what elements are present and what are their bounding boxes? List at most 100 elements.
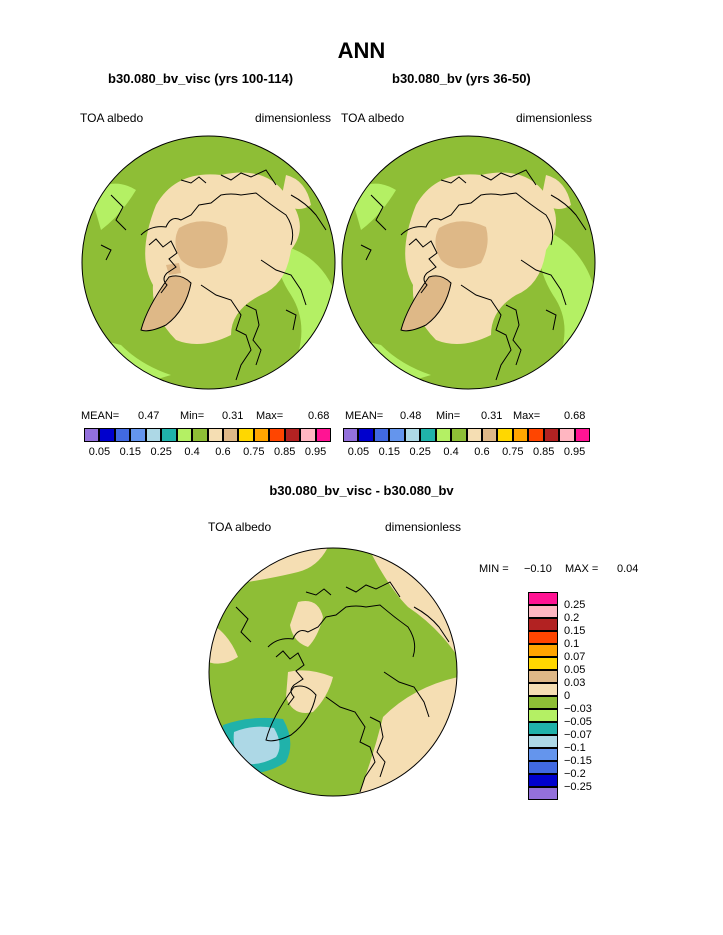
colorbar-tick-label: 0.1 [564,638,580,650]
panel2-max-label: Max= [513,410,541,422]
colorbar-swatch [528,592,558,605]
panel2-title: b30.080_bv (yrs 36-50) [392,71,531,86]
colorbar-swatch [559,428,575,442]
colorbar-swatch [528,670,558,683]
colorbar-swatch [420,428,436,442]
colorbar-swatch [435,428,452,442]
panel2-min-label: Min= [436,410,461,422]
colorbar-swatch [512,428,529,442]
colorbar-swatch [253,428,270,442]
panel3-max-value: 0.04 [617,563,639,575]
colorbar-swatch [99,428,115,442]
colorbar-tick-label: 0.95 [304,446,327,458]
panel1-min-value: 0.31 [222,410,244,422]
colorbar-swatch [192,428,208,442]
panel1-mean-value: 0.47 [138,410,160,422]
colorbar-swatch [207,428,223,442]
panel1-right-label: dimensionless [255,111,332,125]
panel1-min-label: Min= [180,410,205,422]
colorbar-swatch [528,787,558,800]
colorbar-swatch [300,428,316,442]
colorbar-tick-label: 0.07 [564,651,586,663]
panel1-max-label: Max= [256,410,284,422]
panel2-mean-value: 0.48 [400,410,422,422]
colorbar-tick-label: 0.95 [563,446,586,458]
panel1-max-value: 0.68 [308,410,330,422]
colorbar-swatch [130,428,146,442]
colorbar-tick-label: 0.75 [243,446,265,458]
colorbar-tick-label: 0.2 [564,612,580,624]
colorbar-swatch [528,618,558,631]
colorbar-swatch [358,428,374,442]
colorbar-swatch [528,735,558,748]
page-title: ANN [337,38,386,63]
panel3-right-label: dimensionless [385,520,462,534]
colorbar-swatch [315,428,331,442]
colorbar-swatch [528,631,558,644]
colorbar-swatch [373,428,390,442]
colorbar-tick-label: 0 [564,690,571,702]
colorbar-tick-label: 0.15 [564,625,586,637]
panel1-title: b30.080_bv_visc (yrs 100-114) [108,71,294,86]
colorbar-swatch [497,428,513,442]
colorbar-tick-label: 0.4 [184,446,200,458]
colorbar-swatch [528,683,558,696]
colorbar-swatch [528,774,558,787]
panel1-left-label: TOA albedo [80,111,144,125]
colorbar-tick-label: 0.15 [378,446,401,458]
colorbar-tick-label: 0.25 [150,446,172,458]
panel2-max-value: 0.68 [564,410,586,422]
colorbar-swatch [528,709,558,722]
colorbar-swatch [543,428,560,442]
colorbar-tick-label: −0.2 [564,768,586,780]
colorbar-tick-label: 0.75 [502,446,524,458]
colorbar-tick-label: 0.6 [215,446,231,458]
colorbar-swatch [222,428,239,442]
panel3-colorbar: 0.25 0.2 0.15 0.1 0.07 0.05 0.03 0 −0.03 −0.05 −0.… [528,592,592,800]
colorbar-swatch [269,428,285,442]
colorbar-tick-label: 0.25 [409,446,431,458]
panel3-left-label: TOA albedo [208,520,272,534]
colorbar-swatch [284,428,301,442]
colorbar-swatch [528,644,558,657]
colorbar-tick-label: −0.07 [564,729,592,741]
panel2-right-label: dimensionless [516,111,593,125]
panel2-polar-map [341,135,596,390]
panel2-left-label: TOA albedo [341,111,405,125]
colorbar-swatch [238,428,254,442]
colorbar-swatch [574,428,590,442]
colorbar-swatch [343,428,359,442]
panel2-min-value: 0.31 [481,410,503,422]
colorbar-tick-label: 0.15 [119,446,142,458]
colorbar-tick-label: 0.4 [443,446,459,458]
colorbar-swatch [466,428,482,442]
colorbar-swatch [145,428,162,442]
colorbar-swatch [528,428,544,442]
panel2-colorbar: 0.05 0.15 0.25 0.4 0.6 0.75 0.85 0.95 [343,428,590,458]
colorbar-swatch [528,605,558,618]
colorbar-tick-label: −0.25 [564,781,592,793]
panel3-title: b30.080_bv_visc - b30.080_bv [269,483,454,498]
panel3-max-label: MAX = [565,563,599,575]
colorbar-tick-label: 0.05 [88,446,111,458]
panel3-min-value: −0.10 [524,563,552,575]
colorbar-swatch [114,428,131,442]
colorbar-tick-label: 0.85 [532,446,555,458]
panel1-polar-map [81,135,336,390]
colorbar-tick-label: 0.05 [564,664,586,676]
colorbar-swatch [528,657,558,670]
colorbar-tick-label: −0.1 [564,742,586,754]
colorbar-tick-label: 0.85 [273,446,296,458]
colorbar-tick-label: −0.15 [564,755,592,767]
colorbar-swatch [528,696,558,709]
colorbar-tick-label: −0.05 [564,716,592,728]
colorbar-tick-label: −0.03 [564,703,592,715]
colorbar-swatch [389,428,405,442]
panel3-polar-map [208,547,458,797]
colorbar-swatch [161,428,177,442]
colorbar-swatch [528,722,558,735]
colorbar-swatch [404,428,421,442]
colorbar-swatch [451,428,467,442]
colorbar-tick-label: 0.25 [564,599,586,611]
panel1-colorbar: 0.05 0.15 0.25 0.4 0.6 0.75 0.85 0.95 [84,428,331,458]
